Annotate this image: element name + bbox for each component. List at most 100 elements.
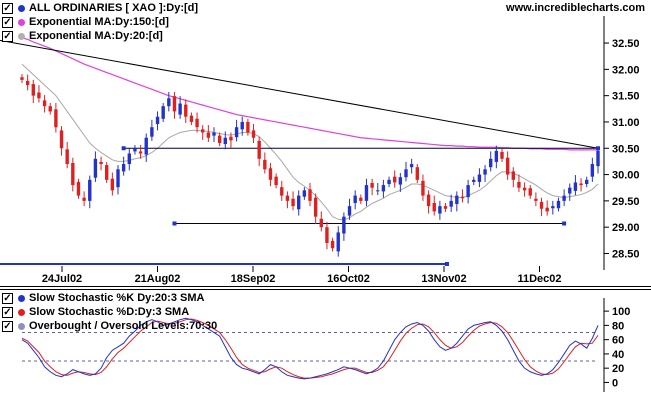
y-tick-label: 29.50	[612, 196, 640, 208]
series-dot-icon	[18, 4, 25, 12]
support-handle	[562, 221, 567, 226]
legend-checkbox[interactable]: ✓	[2, 16, 13, 28]
candle-body	[319, 218, 323, 228]
candle-body	[551, 206, 555, 209]
candle-body	[477, 174, 482, 182]
candle-body	[223, 137, 227, 145]
candle-body	[466, 185, 470, 198]
candle-body	[489, 158, 493, 168]
candle-body	[409, 164, 414, 168]
pane-divider[interactable]	[0, 286, 651, 287]
candle-body	[268, 168, 273, 180]
x-tick-label: 24Jul02	[42, 273, 82, 285]
candle-body	[110, 178, 115, 191]
candle-body	[579, 183, 583, 186]
candle-body	[398, 177, 403, 185]
candle-body	[31, 84, 35, 96]
candle-body	[381, 185, 386, 192]
price-chart-pane[interactable]: 32.50 32.00 31.50 31.00 30.50 30.00 29.50 29.00…	[0, 0, 651, 286]
x-tick-label: 16Oct02	[327, 273, 370, 285]
candle-body	[59, 130, 64, 149]
candle-body	[455, 195, 459, 205]
candle-body	[556, 200, 561, 209]
candle-body	[37, 92, 41, 99]
candle-body	[590, 164, 595, 177]
candle-body	[20, 77, 24, 80]
legend-checkbox[interactable]: ✓	[2, 2, 13, 14]
series-dot-icon	[18, 18, 25, 26]
downtrend-line	[0, 39, 599, 149]
x-tick-label: 21Aug02	[135, 273, 181, 285]
candle-body	[246, 121, 250, 133]
candle-body	[251, 130, 256, 138]
legend-levels[interactable]: ✓ Overbought / Oversold Levels:70:30	[2, 319, 217, 333]
candle-body	[568, 187, 572, 194]
candle-body	[494, 150, 499, 162]
candle-body	[71, 162, 75, 186]
y-tick-label: 0	[612, 377, 618, 389]
legend-checkbox[interactable]: ✓	[2, 306, 13, 318]
candle-body	[257, 140, 261, 159]
candle-body	[517, 181, 521, 188]
y-tick-label: 32.00	[612, 64, 640, 76]
site-url[interactable]: www.incrediblecharts.com	[506, 2, 645, 14]
candle-body	[82, 197, 86, 201]
candle-body	[370, 182, 374, 188]
candle-body	[511, 171, 515, 180]
candle-body	[539, 201, 544, 209]
candle-body	[65, 149, 69, 165]
y-tick-label: 29.00	[612, 222, 640, 234]
candle-body	[562, 195, 566, 201]
x-tick-label: 13Nov02	[421, 273, 466, 285]
legend-ema20[interactable]: ✓ Exponential MA:Dy:20:[d]	[2, 29, 163, 43]
series-dot-icon	[18, 294, 25, 302]
y-tick-label: 31.00	[612, 117, 640, 129]
candle-body	[432, 202, 436, 212]
stochastic-pane[interactable]: 100 80 60 40 20 0 ✓ Slow Stochastic %K Dy:20:…	[0, 286, 651, 406]
candle-body	[167, 98, 171, 107]
candle-body	[449, 200, 453, 207]
support-handle	[172, 221, 177, 226]
stoch-k-line	[21, 317, 599, 380]
candle-body	[393, 176, 397, 183]
candle-body	[364, 185, 369, 201]
legend-price-series[interactable]: ✓ ALL ORDINARIES [ XAO ]:Dy:[d]	[2, 1, 198, 15]
candle-body	[404, 169, 408, 178]
candle-body	[308, 189, 312, 201]
candle-body	[150, 127, 154, 137]
legend-checkbox[interactable]: ✓	[2, 292, 13, 304]
candle-body	[522, 187, 527, 191]
candle-body	[234, 127, 239, 138]
price-chart: 32.50 32.00 31.50 31.00 30.50 30.00 29.50 29.00…	[0, 16, 640, 285]
legend-stoch-d[interactable]: ✓ Slow Stochastic %D:Dy:3 SMA	[2, 305, 189, 319]
candle-body	[285, 195, 290, 201]
candle-body	[280, 187, 284, 196]
candle-body	[347, 206, 352, 216]
legend-checkbox[interactable]: ✓	[2, 30, 13, 42]
candle-body	[184, 104, 188, 117]
candle-body	[313, 197, 318, 217]
candle-body	[291, 198, 295, 207]
legend-label: Slow Stochastic %D:Dy:3 SMA	[29, 306, 190, 318]
candle-body	[596, 150, 600, 167]
candle-body	[240, 121, 244, 130]
candle-body	[528, 188, 532, 196]
candle-body	[161, 106, 165, 119]
legend-label: Slow Stochastic %K Dy:20:3 SMA	[29, 292, 205, 304]
legend-label: Exponential MA:Dy:150:[d]	[29, 16, 169, 28]
y-tick-label: 100	[612, 306, 630, 318]
x-tick-label: 11Dec02	[517, 273, 561, 285]
candle-body	[336, 232, 340, 252]
candle-body	[376, 190, 380, 192]
legend-label: Overbought / Oversold Levels:70:30	[29, 320, 218, 332]
legend-stoch-k[interactable]: ✓ Slow Stochastic %K Dy:20:3 SMA	[2, 291, 204, 305]
candle-body	[54, 109, 58, 128]
candle-body	[342, 216, 346, 234]
legend-checkbox[interactable]: ✓	[2, 320, 13, 332]
candle-body	[505, 157, 510, 175]
candle-body	[172, 96, 177, 112]
candle-body	[206, 132, 211, 138]
candle-body	[330, 240, 335, 249]
legend-label: ALL ORDINARIES [ XAO ]:Dy:[d]	[29, 2, 199, 14]
legend-ema150[interactable]: ✓ Exponential MA:Dy:150:[d]	[2, 15, 169, 29]
